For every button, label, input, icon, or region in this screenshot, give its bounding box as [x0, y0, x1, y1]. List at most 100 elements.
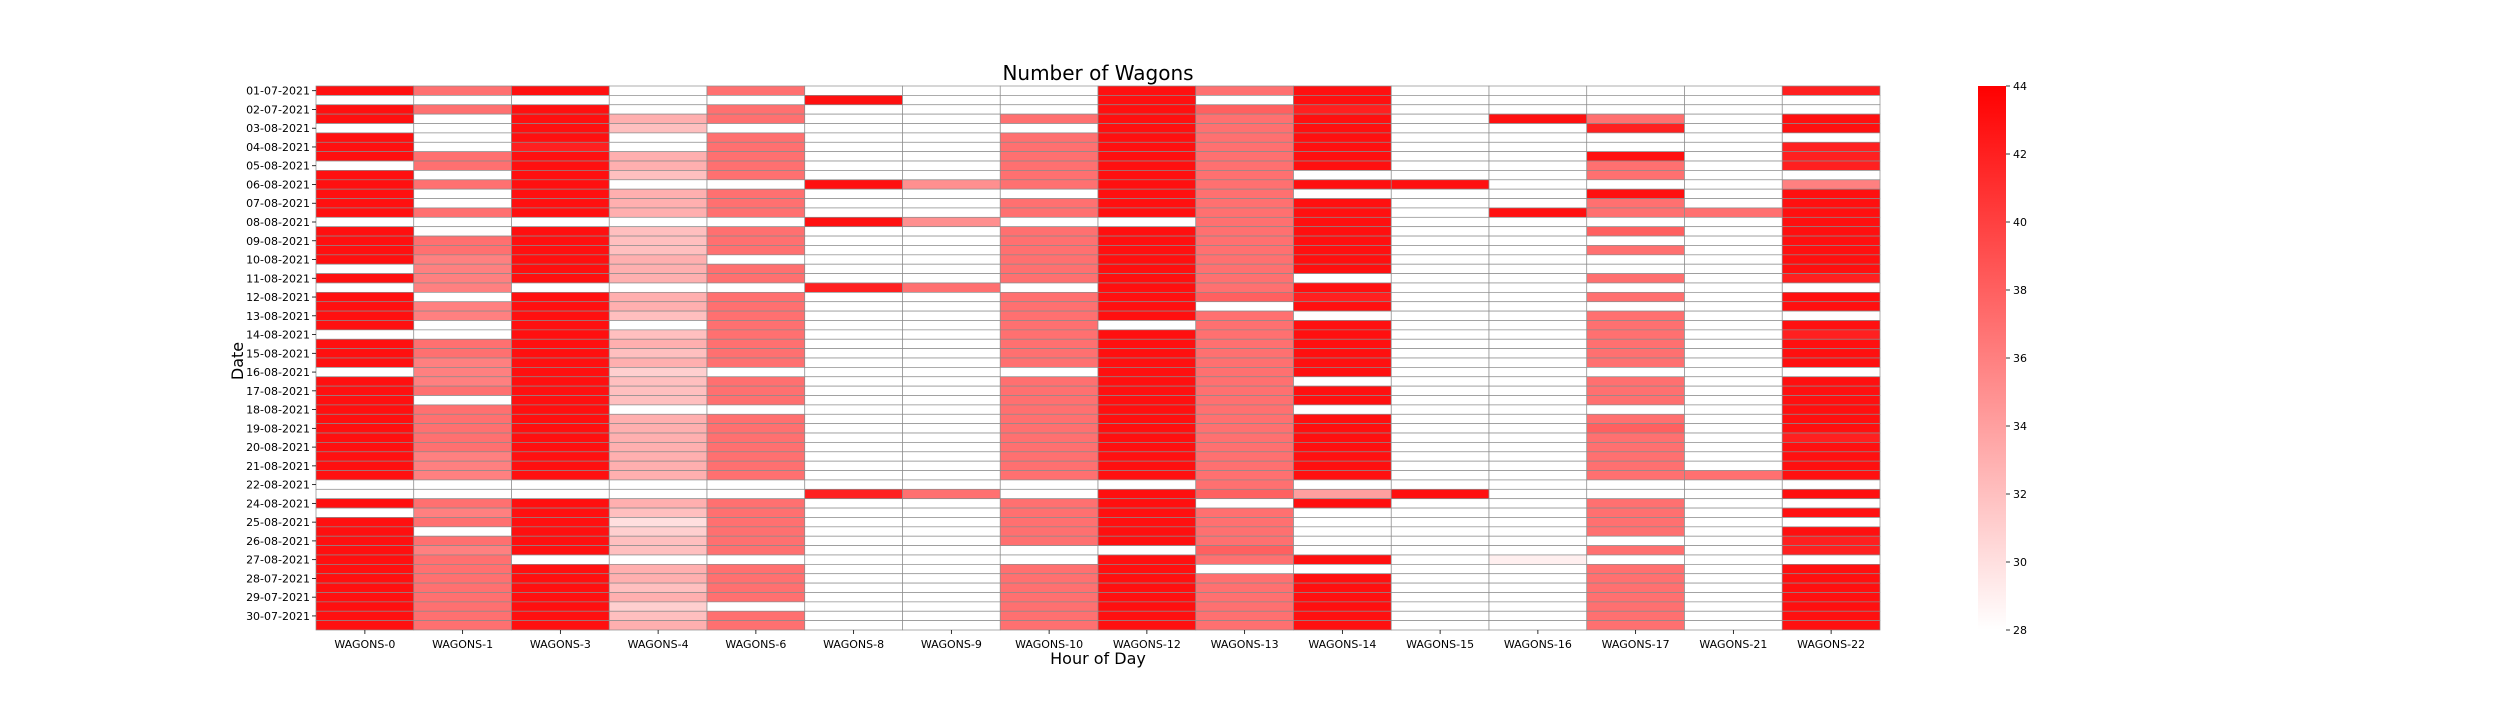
heatmap-cell: [706, 226, 806, 237]
heatmap-cell: [511, 273, 610, 284]
heatmap-cell: [413, 273, 512, 284]
heatmap-cell: [1195, 423, 1294, 434]
heatmap-cell: [1097, 498, 1197, 509]
heatmap-cell: [1293, 226, 1392, 237]
heatmap-cell: [608, 592, 708, 603]
heatmap-cell: [706, 517, 806, 528]
heatmap-cell: [1390, 160, 1490, 171]
heatmap-cell: [902, 216, 1001, 228]
heatmap-cell: [511, 517, 610, 528]
heatmap-cell: [511, 601, 610, 612]
heatmap-cell: [511, 376, 610, 387]
heatmap-cell: [706, 376, 806, 387]
heatmap-cell: [608, 179, 708, 190]
heatmap-cell: [511, 104, 610, 115]
heatmap-cell: [1195, 301, 1294, 312]
heatmap-cell: [413, 573, 512, 584]
heatmap-cell: [511, 563, 610, 575]
y-tick-label: 17-08-2021: [246, 385, 310, 398]
heatmap-cell: [902, 385, 1001, 396]
heatmap-cell: [315, 320, 415, 331]
heatmap-cell: [1293, 470, 1392, 481]
heatmap-cell: [1293, 357, 1392, 368]
heatmap-cell: [1684, 470, 1783, 481]
heatmap-cell: [1390, 385, 1490, 396]
heatmap-cell: [902, 160, 1001, 171]
heatmap-cell: [511, 620, 610, 631]
heatmap-cell: [511, 488, 610, 500]
heatmap-cell: [608, 413, 708, 425]
heatmap-cell: [902, 348, 1001, 359]
heatmap-cell: [1781, 563, 1881, 575]
heatmap-cell: [1195, 310, 1294, 321]
heatmap-cell: [1293, 582, 1392, 593]
heatmap-cell: [706, 123, 806, 134]
heatmap-cell: [413, 291, 512, 303]
heatmap-cell: [804, 245, 903, 256]
heatmap-cell: [1488, 423, 1588, 434]
heatmap-cell: [608, 123, 708, 134]
heatmap-cell: [1586, 301, 1685, 312]
heatmap-cell: [1097, 385, 1197, 396]
heatmap-cell: [1390, 338, 1490, 349]
heatmap-cell: [1195, 179, 1294, 190]
heatmap-cell: [1293, 179, 1392, 190]
heatmap-cell: [1195, 554, 1294, 565]
heatmap-cell: [413, 601, 512, 612]
heatmap-cell: [413, 216, 512, 228]
heatmap-cell: [1293, 329, 1392, 340]
heatmap-cell: [999, 310, 1099, 321]
heatmap-cell: [1684, 320, 1783, 331]
heatmap-cell: [706, 479, 806, 490]
heatmap-cell: [1390, 451, 1490, 462]
heatmap-cell: [1293, 385, 1392, 396]
heatmap-cell: [315, 432, 415, 443]
heatmap-cell: [706, 451, 806, 462]
heatmap-cell: [511, 460, 610, 471]
heatmap-cell: [902, 179, 1001, 190]
y-tick-label: 25-08-2021: [246, 516, 310, 529]
heatmap-cell: [315, 329, 415, 340]
heatmap-cell: [1586, 460, 1685, 471]
heatmap-cell: [902, 357, 1001, 368]
heatmap-cell: [1097, 451, 1197, 462]
y-tick-label: 02-07-2021: [246, 103, 310, 116]
heatmap-cell: [902, 104, 1001, 115]
heatmap-cell: [1097, 442, 1197, 453]
heatmap-cell: [413, 498, 512, 509]
heatmap-cell: [1390, 170, 1490, 181]
heatmap-cell: [1781, 85, 1881, 96]
heatmap-cell: [1586, 357, 1685, 368]
heatmap-cell: [1781, 413, 1881, 425]
heatmap-cell: [1586, 451, 1685, 462]
x-tick-label: WAGONS-13: [1211, 638, 1279, 651]
y-tick-label: 06-08-2021: [246, 178, 310, 191]
heatmap-cell: [1390, 535, 1490, 546]
heatmap-cell: [511, 545, 610, 556]
heatmap-cell: [1586, 273, 1685, 284]
heatmap-cell: [902, 460, 1001, 471]
x-tick-label: WAGONS-10: [1015, 638, 1083, 651]
heatmap-cell: [1097, 423, 1197, 434]
heatmap-cell: [1097, 357, 1197, 368]
heatmap-cell: [804, 592, 903, 603]
heatmap-cell: [1293, 245, 1392, 256]
heatmap-cell: [706, 620, 806, 631]
x-tick-label: WAGONS-12: [1113, 638, 1181, 651]
heatmap-cell: [706, 432, 806, 443]
heatmap-cell: [999, 338, 1099, 349]
heatmap-cell: [706, 498, 806, 509]
heatmap-cell: [999, 404, 1099, 415]
heatmap-cell: [1488, 460, 1588, 471]
heatmap-cell: [1781, 545, 1881, 556]
heatmap-cell: [413, 582, 512, 593]
heatmap-cell: [1293, 235, 1392, 246]
heatmap-cell: [804, 620, 903, 631]
heatmap-cell: [1390, 460, 1490, 471]
heatmap-cell: [1195, 526, 1294, 537]
heatmap-cell: [804, 320, 903, 331]
heatmap-cell: [706, 526, 806, 537]
heatmap-cell: [1195, 132, 1294, 143]
heatmap-cell: [1684, 545, 1783, 556]
heatmap-cell: [902, 301, 1001, 312]
